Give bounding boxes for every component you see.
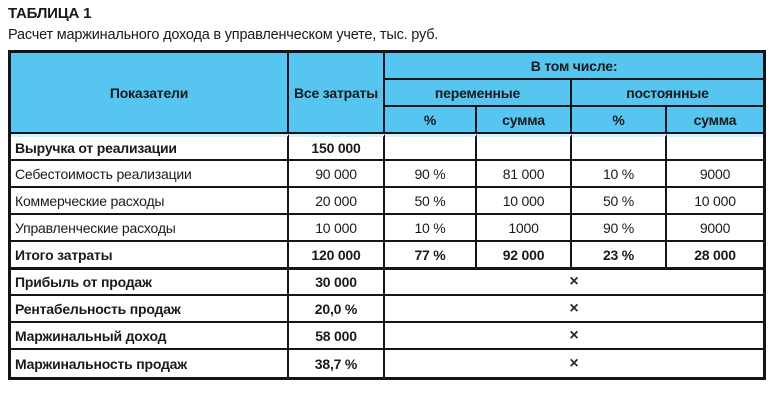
- table-row-sales-profitability: Рентабельность продаж 20,0 % ×: [11, 296, 764, 323]
- cell-all-costs: 150 000: [289, 134, 385, 161]
- table-caption-text: Расчет маржинального дохода в управленче…: [8, 27, 439, 43]
- header-including: В том числе:: [385, 53, 764, 80]
- table-row-marginal-income: Маржинальный доход 58 000 ×: [11, 323, 764, 350]
- header-row-2: переменные постоянные: [11, 80, 764, 107]
- cell-variable-sum: 92 000: [477, 242, 572, 269]
- cell-all-costs: 90 000: [289, 161, 385, 188]
- cell-variable-percent: 90 %: [385, 161, 477, 188]
- cell-fixed-percent: 50 %: [572, 188, 667, 215]
- cell-label: Рентабельность продаж: [11, 296, 289, 323]
- cell-variable-sum: 81 000: [477, 161, 572, 188]
- cell-fixed-sum: 9000: [667, 215, 764, 242]
- cell-label: Маржинальность продаж: [11, 350, 289, 377]
- table-row-cost-of-sales: Себестоимость реализации 90 000 90 % 81 …: [11, 161, 764, 188]
- header-row-3: % сумма % сумма: [11, 107, 764, 134]
- cell-all-costs: 120 000: [289, 242, 385, 269]
- cell-variable-percent: 50 %: [385, 188, 477, 215]
- header-variable-percent: %: [385, 107, 477, 134]
- cell-all-costs: 10 000: [289, 215, 385, 242]
- cell-variable-sum: [477, 134, 572, 161]
- table-header: Показатели Все затраты В том числе: пере…: [11, 53, 764, 134]
- cell-variable-sum: 1000: [477, 215, 572, 242]
- header-row-1: Показатели Все затраты В том числе:: [11, 53, 764, 134]
- header-variable-sum: сумма: [477, 107, 572, 134]
- header-fixed-sum: сумма: [667, 107, 764, 134]
- table-row-revenue: Выручка от реализации 150 000: [11, 134, 764, 161]
- header-variable: переменные: [385, 80, 572, 107]
- table-row-admin-expenses: Управленческие расходы 10 000 10 % 1000 …: [11, 215, 764, 242]
- table-row-total-costs: Итого затраты 120 000 77 % 92 000 23 % 2…: [11, 242, 764, 269]
- cell-variable-percent: 77 %: [385, 242, 477, 269]
- table-row-commercial-expenses: Коммерческие расходы 20 000 50 % 10 000 …: [11, 188, 764, 215]
- cell-label: Коммерческие расходы: [11, 188, 289, 215]
- not-applicable-mark: ×: [385, 323, 764, 350]
- cell-fixed-percent: 23 %: [572, 242, 667, 269]
- cell-fixed-sum: 28 000: [667, 242, 764, 269]
- not-applicable-mark: ×: [385, 350, 764, 377]
- cell-fixed-percent: [572, 134, 667, 161]
- header-indicators: Показатели: [11, 53, 289, 134]
- table-caption-number: ТАБЛИЦА 1: [8, 5, 92, 22]
- cell-label: Итого затраты: [11, 242, 289, 269]
- cell-fixed-sum: 9000: [667, 161, 764, 188]
- cell-fixed-percent: 90 %: [572, 215, 667, 242]
- header-fixed-percent: %: [572, 107, 667, 134]
- cell-all-costs: 30 000: [289, 269, 385, 296]
- cell-label: Выручка от реализации: [11, 134, 289, 161]
- cell-fixed-sum: 10 000: [667, 188, 764, 215]
- table-body: Выручка от реализации 150 000 Себестоимо…: [11, 134, 764, 377]
- cell-all-costs: 38,7 %: [289, 350, 385, 377]
- cell-label: Себестоимость реализации: [11, 161, 289, 188]
- cell-label: Управленческие расходы: [11, 215, 289, 242]
- cell-label: Прибыль от продаж: [11, 269, 289, 296]
- margin-income-table: Показатели Все затраты В том числе: пере…: [8, 50, 767, 380]
- cell-label: Маржинальный доход: [11, 323, 289, 350]
- not-applicable-mark: ×: [385, 296, 764, 323]
- cell-all-costs: 58 000: [289, 323, 385, 350]
- cell-variable-percent: 10 %: [385, 215, 477, 242]
- table-row-sales-profit: Прибыль от продаж 30 000 ×: [11, 269, 764, 296]
- cell-fixed-percent: 10 %: [572, 161, 667, 188]
- header-all-costs: Все затраты: [289, 53, 385, 134]
- cell-all-costs: 20 000: [289, 188, 385, 215]
- page: ТАБЛИЦА 1 Расчет маржинального дохода в …: [8, 5, 767, 380]
- cell-all-costs: 20,0 %: [289, 296, 385, 323]
- not-applicable-mark: ×: [385, 269, 764, 296]
- header-fixed: постоянные: [572, 80, 764, 107]
- table-row-sales-marginality: Маржинальность продаж 38,7 % ×: [11, 350, 764, 377]
- cell-variable-sum: 10 000: [477, 188, 572, 215]
- cell-fixed-sum: [667, 134, 764, 161]
- cell-variable-percent: [385, 134, 477, 161]
